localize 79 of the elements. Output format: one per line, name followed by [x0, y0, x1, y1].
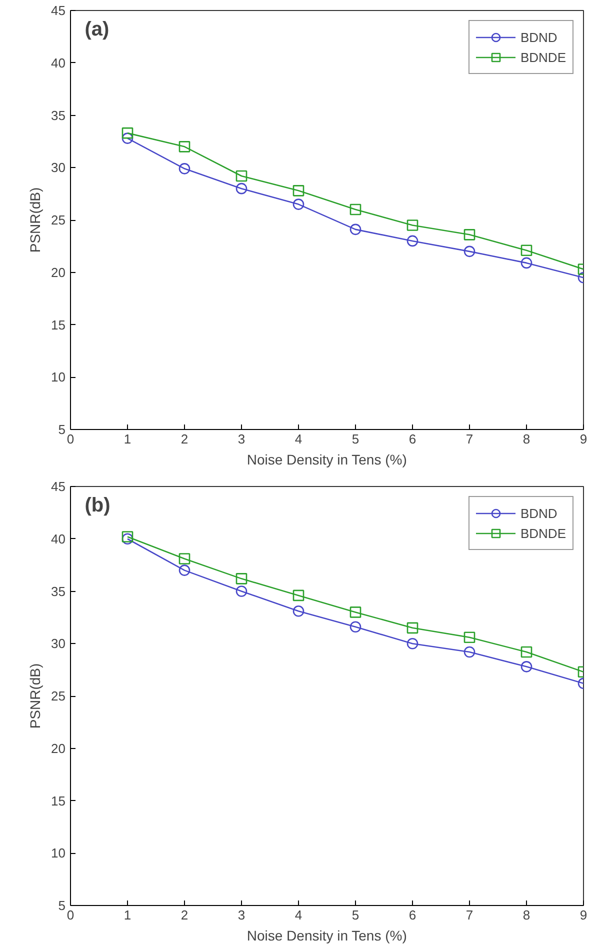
- x-tick-label: 2: [180, 908, 188, 922]
- annotation: (a): [84, 18, 110, 40]
- point: [122, 132, 134, 144]
- x-tick-label: 7: [466, 432, 474, 446]
- point: [178, 564, 190, 576]
- legend-label: BDNDE: [520, 50, 566, 64]
- point: [464, 246, 476, 258]
- x-tick-label: 3: [238, 908, 246, 922]
- y-tick-label: 40: [51, 55, 66, 70]
- point: [236, 586, 248, 597]
- y-tick-label: 5: [58, 422, 66, 437]
- point: [178, 553, 190, 564]
- point: [406, 622, 418, 634]
- x-tick-label: 5: [352, 432, 360, 446]
- point: [464, 632, 476, 643]
- point: [350, 204, 362, 216]
- y-tick-label: 35: [51, 108, 66, 123]
- y-tick-label: 25: [51, 212, 66, 228]
- x-tick-label: 7: [466, 908, 474, 922]
- x-tick-label: 0: [66, 432, 74, 446]
- point: [122, 533, 134, 545]
- y-axis-title: PSNR(dB): [27, 663, 44, 729]
- y-tick-label: 45: [51, 3, 66, 18]
- x-tick-label: 9: [580, 908, 588, 922]
- point: [236, 170, 248, 182]
- y-tick-label: 15: [51, 793, 66, 808]
- point: [178, 163, 190, 174]
- point: [520, 257, 532, 269]
- y-tick-label: 30: [51, 636, 66, 652]
- x-tick-label: 1: [124, 908, 132, 922]
- point: [520, 646, 532, 658]
- x-tick-label: 0: [66, 908, 74, 922]
- point: [406, 235, 418, 247]
- y-tick-label: 35: [51, 584, 66, 599]
- x-tick-label: 8: [522, 908, 530, 922]
- point: [292, 590, 304, 602]
- point: [520, 661, 532, 672]
- y-tick-label: 30: [51, 160, 66, 176]
- x-axis-title: Noise Density in Tens (%): [246, 452, 407, 468]
- x-tick-label: 4: [294, 908, 302, 922]
- y-tick-label: 10: [51, 846, 66, 861]
- x-tick-label: 1: [124, 432, 132, 446]
- point: [122, 127, 134, 139]
- x-tick-label: 8: [522, 432, 530, 446]
- point: [236, 573, 248, 584]
- x-tick-label: 2: [180, 432, 188, 446]
- legend-label: BDND: [520, 30, 558, 44]
- point: [292, 185, 304, 196]
- x-tick-label: 6: [408, 908, 416, 922]
- legend-label: BDNDE: [520, 526, 566, 540]
- point: [350, 224, 362, 236]
- x-tick-label: 4: [294, 432, 302, 446]
- point: [236, 182, 248, 194]
- y-tick-label: 20: [51, 264, 66, 280]
- point: [292, 606, 304, 617]
- y-tick-label: 45: [51, 479, 66, 494]
- point: [520, 244, 532, 256]
- x-tick-label: 3: [238, 432, 246, 446]
- legend-label: BDND: [520, 506, 558, 520]
- y-tick-label: 20: [51, 740, 66, 756]
- x-tick-label: 5: [352, 908, 360, 922]
- point: [406, 638, 418, 650]
- y-tick-label: 40: [51, 531, 66, 546]
- x-tick-label: 9: [580, 432, 588, 446]
- y-tick-label: 5: [58, 898, 66, 913]
- point: [350, 621, 362, 633]
- point: [464, 646, 476, 658]
- y-tick-label: 10: [51, 370, 66, 385]
- point: [178, 141, 190, 152]
- point: [464, 229, 476, 240]
- x-tick-label: 6: [408, 432, 416, 446]
- point: [350, 606, 362, 618]
- y-tick-label: 15: [51, 317, 66, 332]
- x-axis-title: Noise Density in Tens (%): [246, 928, 407, 944]
- y-tick-label: 25: [51, 688, 66, 704]
- point: [406, 220, 418, 231]
- annotation: (b): [84, 494, 110, 516]
- y-axis-title: PSNR(dB): [27, 187, 44, 253]
- point: [292, 198, 304, 210]
